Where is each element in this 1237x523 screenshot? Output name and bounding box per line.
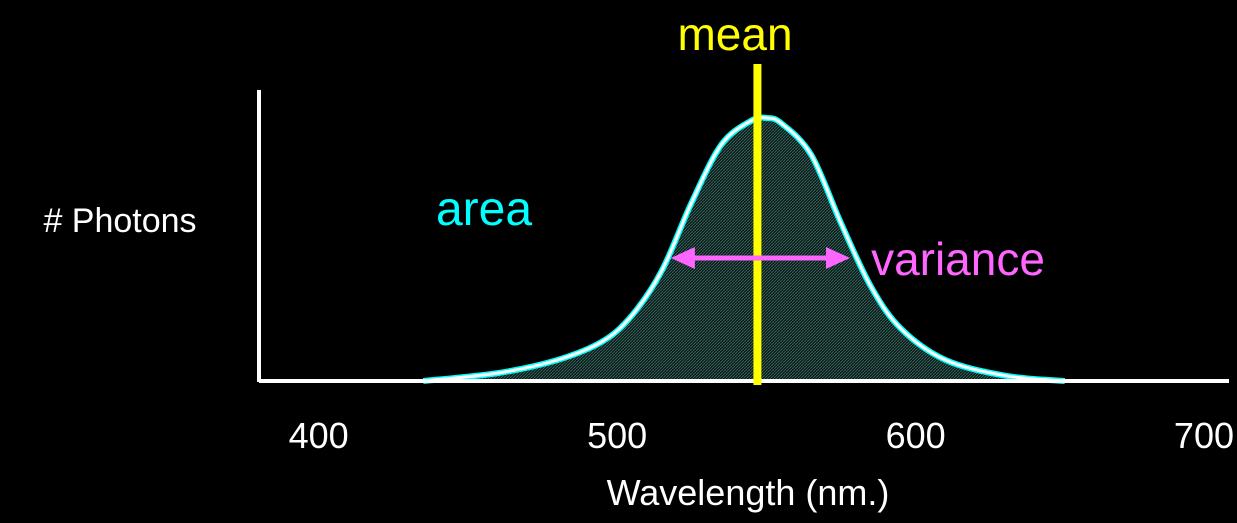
mean-label: mean [677,8,792,60]
variance-arrow-head-right [825,247,850,269]
x-axis-label: Wavelength (nm.) [607,472,890,513]
y-axis-label: # Photons [43,202,196,240]
x-tick-label: 400 [289,415,349,456]
x-tick-label: 700 [1174,415,1234,456]
x-tick-label: 600 [886,415,946,456]
variance-arrow [670,247,850,269]
x-tick-label: 500 [587,415,647,456]
area-fill [423,117,1065,381]
variance-label: variance [871,233,1045,285]
variance-arrow-head-left [670,247,695,269]
area-label: area [436,183,532,236]
